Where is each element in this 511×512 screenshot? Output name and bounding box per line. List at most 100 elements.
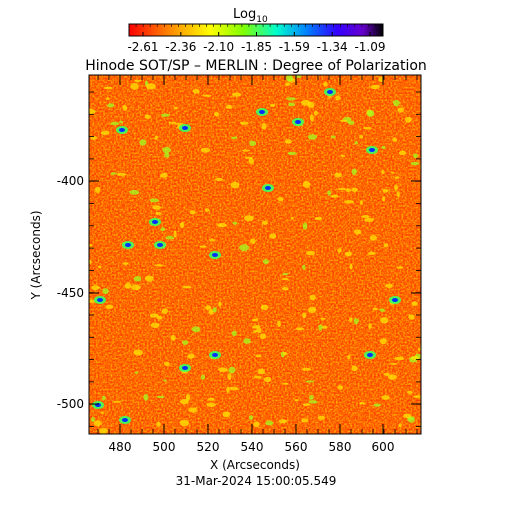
field-patch xyxy=(122,262,129,265)
field-patch xyxy=(261,123,267,130)
strongest-field-core xyxy=(212,253,218,257)
field-patch xyxy=(363,127,372,130)
field-patch xyxy=(173,230,177,238)
field-patch xyxy=(261,220,268,225)
field-patch xyxy=(359,135,364,139)
field-patch xyxy=(239,244,250,252)
field-patch xyxy=(384,283,393,288)
field-patch xyxy=(264,376,272,383)
field-patch xyxy=(134,371,139,374)
field-patch xyxy=(217,223,227,228)
strongest-field-core xyxy=(119,128,125,132)
x-tick-label: 480 xyxy=(109,440,132,454)
field-patch xyxy=(232,221,238,225)
field-patch xyxy=(309,395,314,400)
field-patch xyxy=(381,395,390,400)
field-patch xyxy=(351,168,357,175)
field-patch xyxy=(389,362,398,365)
field-patch xyxy=(317,415,326,420)
field-patch xyxy=(359,401,366,405)
field-patch xyxy=(269,103,276,107)
field-patch xyxy=(305,250,316,256)
field-patch xyxy=(366,110,375,117)
field-patch xyxy=(394,356,405,361)
field-patch xyxy=(277,197,284,202)
field-patch xyxy=(122,104,128,112)
field-patch xyxy=(256,327,262,334)
field-patch xyxy=(200,374,206,380)
field-patch xyxy=(163,379,167,382)
field-patch xyxy=(91,285,100,291)
y-tick-label: -400 xyxy=(57,174,84,188)
field-patch xyxy=(309,114,314,122)
field-patch xyxy=(100,411,105,414)
field-patch xyxy=(327,190,332,196)
field-patch xyxy=(104,86,113,90)
colorbar-tick-label: -2.61 xyxy=(127,40,158,54)
x-tick-label: 560 xyxy=(285,440,308,454)
field-patch xyxy=(93,420,102,427)
strongest-field-core xyxy=(295,120,301,124)
field-patch xyxy=(187,353,195,359)
field-patch xyxy=(390,171,395,174)
colorbar-tick-label: -2.36 xyxy=(165,40,196,54)
field-patch xyxy=(383,372,390,376)
field-patch xyxy=(131,284,141,291)
field-patch xyxy=(156,395,165,399)
field-patch xyxy=(337,385,344,390)
plot-frame xyxy=(88,74,422,435)
x-tick-label: 520 xyxy=(197,440,220,454)
field-patch xyxy=(95,186,101,194)
field-patch xyxy=(189,210,196,215)
field-patch xyxy=(218,367,228,372)
field-patch xyxy=(305,380,314,383)
field-patch xyxy=(226,386,230,393)
field-patch xyxy=(133,79,142,82)
field-patch xyxy=(281,277,289,281)
field-patch xyxy=(113,400,122,403)
field-patch xyxy=(106,97,110,101)
field-patch xyxy=(119,120,124,124)
field-patch xyxy=(337,248,342,253)
field-patch xyxy=(403,413,412,419)
field-patch xyxy=(408,314,415,320)
field-patch xyxy=(295,75,302,78)
strongest-field-core xyxy=(152,220,158,224)
field-patch xyxy=(133,275,142,282)
field-patch xyxy=(161,308,169,314)
field-patch xyxy=(225,104,233,109)
field-patch xyxy=(207,397,215,401)
field-patch xyxy=(204,305,212,310)
field-patch xyxy=(269,233,277,239)
strongest-field-core xyxy=(122,418,128,422)
field-patch xyxy=(349,317,353,322)
field-patch xyxy=(320,317,326,320)
field-patch xyxy=(286,97,296,101)
field-patch xyxy=(309,294,316,301)
field-patch xyxy=(410,355,420,360)
field-patch xyxy=(335,95,341,101)
field-patch xyxy=(345,188,351,193)
field-patch xyxy=(164,152,170,158)
field-patch xyxy=(249,140,257,146)
polarization-map xyxy=(89,75,421,434)
field-patch xyxy=(361,215,370,218)
field-patch xyxy=(308,306,317,313)
field-patch xyxy=(229,386,239,391)
field-patch xyxy=(130,82,139,90)
colorbar-tick-label: -1.09 xyxy=(354,40,385,54)
field-patch xyxy=(97,265,102,269)
field-patch xyxy=(339,119,348,122)
colorbar-tick-label: -1.59 xyxy=(279,40,310,54)
field-patch xyxy=(231,136,238,140)
field-patch xyxy=(192,88,200,94)
field-patch xyxy=(160,172,168,178)
field-patch xyxy=(410,161,420,166)
field-patch xyxy=(255,354,262,358)
field-patch xyxy=(302,403,311,406)
field-patch xyxy=(213,112,220,117)
field-patch xyxy=(208,309,214,315)
field-patch xyxy=(301,99,311,106)
field-patch xyxy=(153,264,164,267)
field-patch xyxy=(301,418,309,423)
